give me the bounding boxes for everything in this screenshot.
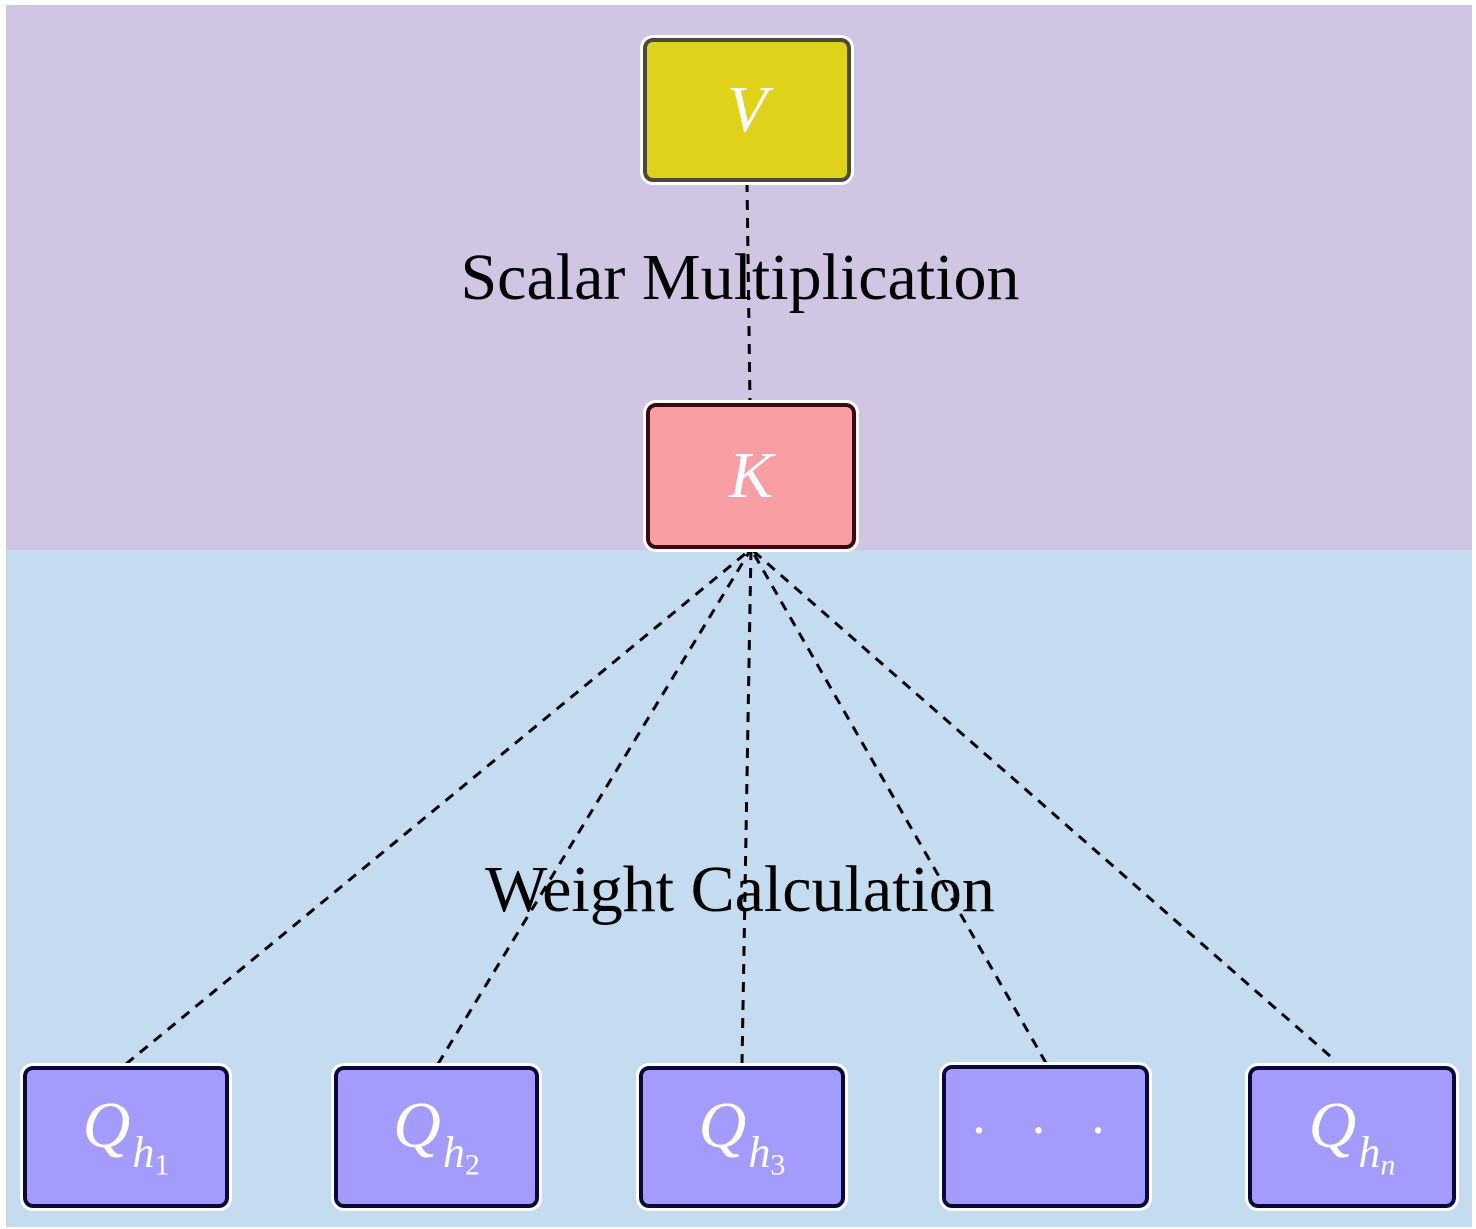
node-q-hn-label: Qhn [1309, 1093, 1396, 1180]
weight-calculation-label: Weight Calculation [485, 853, 995, 926]
edge-q3-k [740, 548, 753, 1065]
h-index: 1 [154, 1148, 170, 1182]
q-symbol: Q [698, 1089, 747, 1163]
q-symbol: Q [1308, 1089, 1357, 1163]
ellipsis-label: · · · [970, 1099, 1121, 1160]
node-ellipsis: · · · [939, 1062, 1152, 1211]
edge-q4-k [749, 548, 1048, 1064]
node-q-h3: Qh3 [636, 1063, 848, 1211]
edge-q5-k [750, 547, 1331, 1058]
node-v-label: V [726, 73, 768, 146]
edge-q2-k [436, 548, 753, 1065]
q-symbol: Q [82, 1089, 131, 1163]
h-index: 2 [464, 1148, 480, 1182]
h-index: n [1380, 1148, 1396, 1182]
h-symbol: h [748, 1128, 771, 1178]
q-subscript: h3 [748, 1128, 785, 1181]
node-k: K [643, 400, 859, 552]
h-symbol: h [442, 1128, 465, 1178]
node-k-label: K [728, 439, 774, 512]
node-q-hn: Qhn [1245, 1063, 1459, 1211]
q-subscript: h2 [442, 1128, 480, 1181]
q-subscript: h1 [132, 1128, 169, 1181]
edge-v-k [745, 181, 752, 404]
node-q-h2-label: Qh2 [393, 1093, 480, 1180]
node-q-h3-label: Qh3 [699, 1093, 786, 1180]
q-symbol: Q [393, 1089, 441, 1163]
edge-q1-k [125, 547, 752, 1066]
q-subscript: hn [1358, 1128, 1395, 1181]
node-q-h1-label: Qh1 [83, 1093, 170, 1180]
h-symbol: h [1358, 1128, 1381, 1178]
scalar-multiplication-label: Scalar Multiplication [460, 241, 1020, 314]
node-v: V [640, 35, 854, 185]
h-symbol: h [132, 1128, 155, 1178]
h-index: 3 [770, 1148, 786, 1182]
node-q-h2: Qh2 [331, 1063, 542, 1211]
node-q-h1: Qh1 [20, 1063, 232, 1211]
